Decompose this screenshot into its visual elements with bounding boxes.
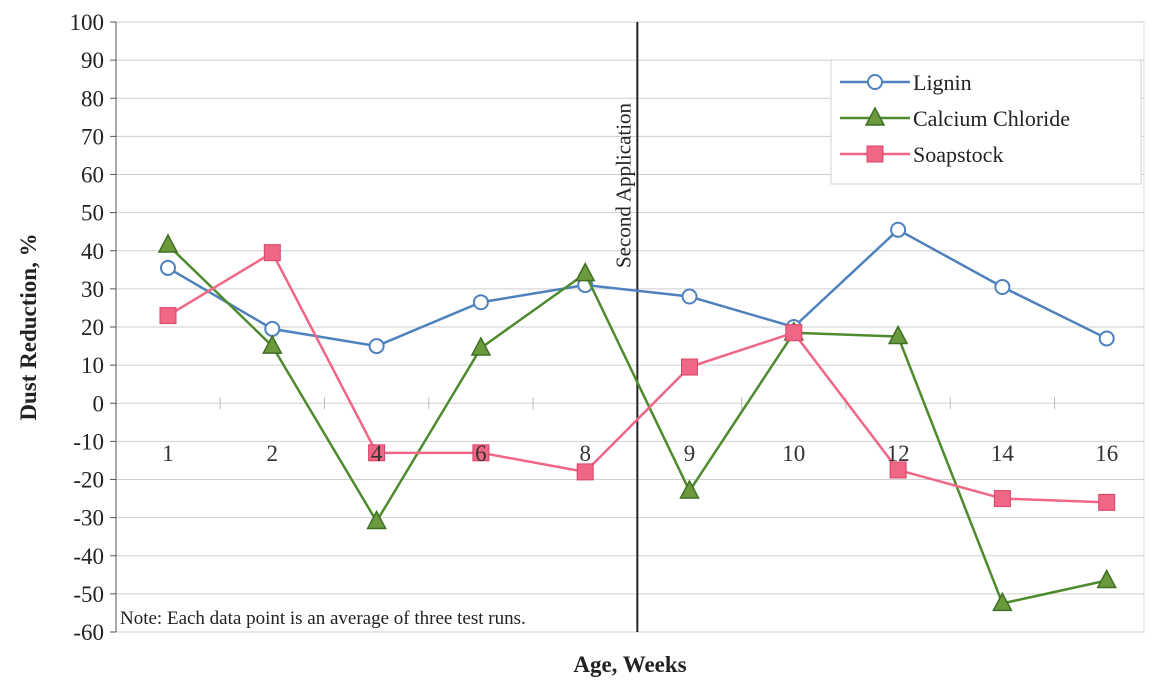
data-point-calcium-chloride <box>887 324 909 345</box>
y-tick-label: 40 <box>81 239 104 264</box>
x-category-label: 1 <box>162 441 174 466</box>
second-application-marker: Second Application <box>611 22 639 632</box>
y-tick-label: -20 <box>73 468 104 493</box>
y-tick-label: 90 <box>81 48 104 73</box>
y-axis-title: Dust Reduction, % <box>16 233 41 420</box>
data-point-soapstock <box>472 444 490 462</box>
y-tick-label: 70 <box>81 124 104 149</box>
data-point-lignin <box>368 338 385 355</box>
data-point-lignin <box>994 278 1011 295</box>
data-point-calcium-chloride <box>157 233 179 253</box>
data-point-calcium-chloride <box>1096 568 1117 589</box>
data-point-calcium-chloride <box>574 262 596 282</box>
y-tick-label: 100 <box>70 10 105 35</box>
data-point-soapstock <box>889 461 907 479</box>
legend-marker-calcium-chloride <box>864 106 886 126</box>
data-point-calcium-chloride <box>470 336 492 356</box>
y-tick-label: -50 <box>73 582 104 607</box>
x-category-label: 14 <box>991 441 1015 466</box>
series-line-calcium-chloride <box>167 244 1107 605</box>
x-category-label: 12 <box>887 441 910 466</box>
legend-marker-soapstock <box>866 145 884 163</box>
data-point-lignin <box>1098 330 1115 347</box>
data-point-lignin <box>264 320 281 337</box>
y-tick-label: 0 <box>93 391 105 416</box>
x-category-label: 8 <box>579 441 591 466</box>
y-tick-label: -30 <box>73 506 104 531</box>
data-point-calcium-chloride <box>366 509 387 530</box>
data-point-calcium-chloride <box>679 479 700 499</box>
legend: Lignin Calcium Chloride Soapstock <box>830 59 1142 185</box>
x-category-label: 9 <box>684 441 696 466</box>
y-tick-label: 80 <box>81 86 104 111</box>
series-line-soapstock <box>167 250 1107 504</box>
data-point-soapstock <box>681 358 698 376</box>
x-category-label: 16 <box>1095 441 1118 466</box>
y-tick-label: -10 <box>73 429 104 454</box>
y-tick-label: 30 <box>81 277 104 302</box>
data-point-lignin <box>472 294 489 311</box>
y-tick-label: -40 <box>73 544 104 569</box>
x-category-label: 6 <box>475 441 487 466</box>
data-point-lignin <box>890 221 907 238</box>
y-tick-label: 60 <box>81 163 104 188</box>
x-axis-title: Age, Weeks <box>573 652 686 677</box>
x-category-label: 10 <box>782 441 805 466</box>
legend-label-soapstock: Soapstock <box>913 142 1003 167</box>
series-line-lignin <box>167 228 1108 348</box>
data-point-lignin <box>160 259 176 276</box>
series-soapstock <box>159 244 1116 511</box>
data-point-soapstock <box>368 444 386 462</box>
data-point-soapstock <box>993 490 1011 508</box>
series-layer <box>157 221 1117 612</box>
footnote: Note: Each data point is an average of t… <box>120 608 526 629</box>
y-tick-label: 50 <box>81 201 104 226</box>
y-tick-label: 20 <box>81 315 104 340</box>
legend-marker-lignin <box>867 74 883 90</box>
legend-label-lignin: Lignin <box>913 70 972 95</box>
legend-label-calcium-chloride: Calcium Chloride <box>913 106 1070 131</box>
data-point-soapstock <box>576 463 594 481</box>
data-point-calcium-chloride <box>262 334 283 354</box>
second-application-label: Second Application <box>611 102 635 268</box>
x-category-label: 4 <box>371 441 383 466</box>
y-tick-label: -60 <box>73 620 104 645</box>
x-category-label: 2 <box>267 441 279 466</box>
data-point-soapstock <box>263 244 281 262</box>
series-lignin <box>160 221 1115 355</box>
y-tick-label: 10 <box>81 353 104 378</box>
data-point-lignin <box>681 288 698 305</box>
data-point-soapstock <box>1098 493 1116 511</box>
x-category-labels: 1 2 4 6 8 9 10 12 14 16 <box>162 441 1118 466</box>
data-point-calcium-chloride <box>992 591 1013 612</box>
data-point-soapstock <box>159 307 177 325</box>
data-point-soapstock <box>785 324 803 342</box>
